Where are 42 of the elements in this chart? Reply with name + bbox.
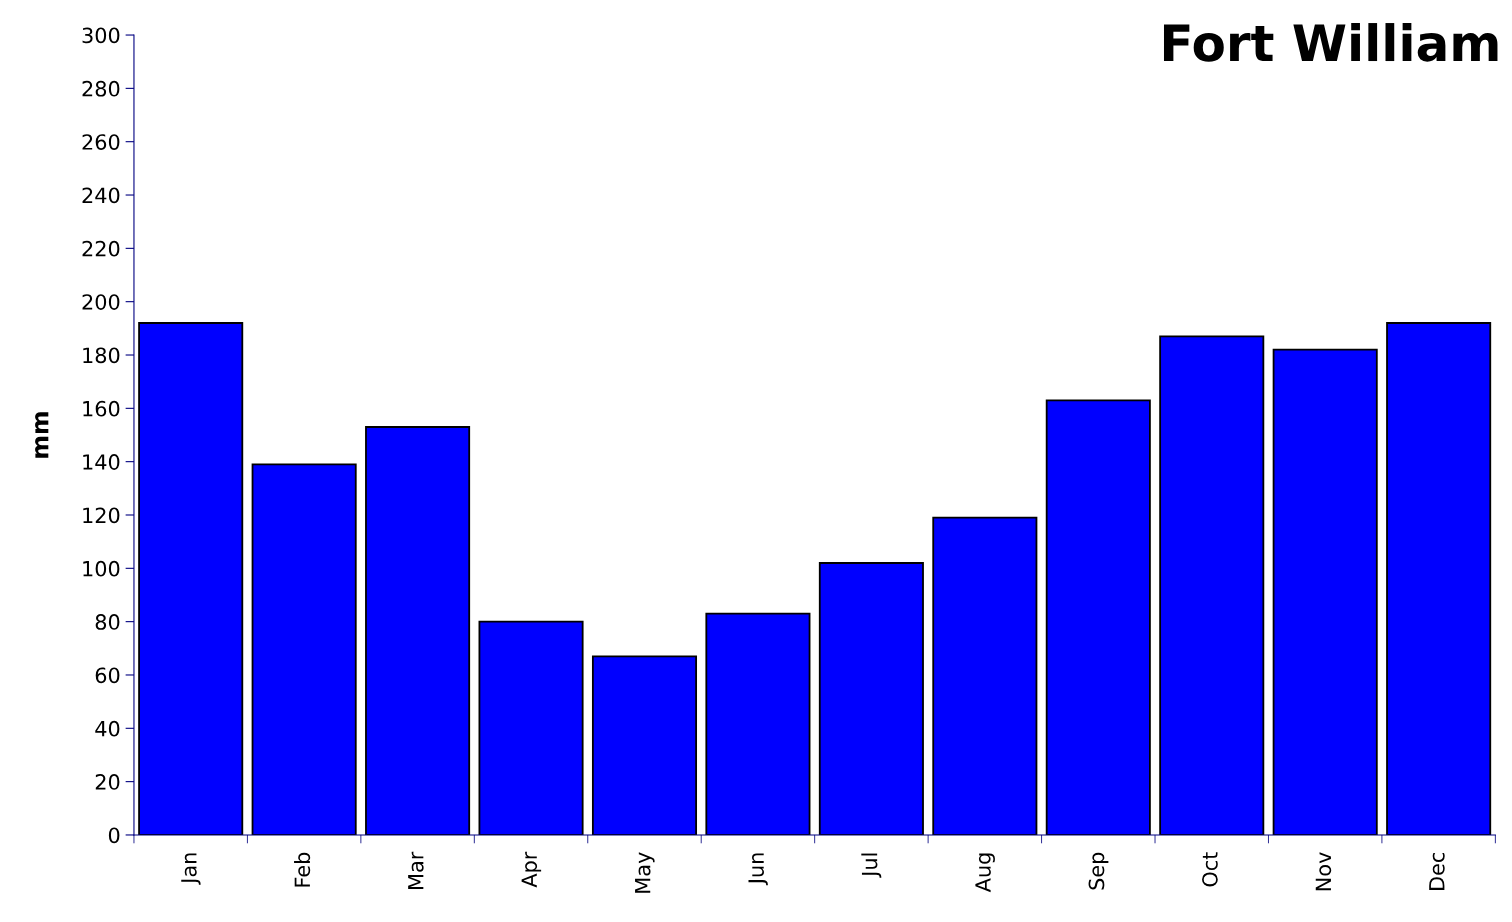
x-tick-label: Nov (1315, 852, 1332, 891)
y-tick-label: 240 (82, 187, 120, 204)
y-tick-label: 160 (83, 400, 120, 417)
y-tick-label: 40 (95, 720, 120, 737)
bar (818, 562, 924, 835)
y-tick-label: 100 (83, 560, 120, 577)
y-tick-label: 60 (95, 667, 120, 684)
y-tick-label: 140 (83, 454, 120, 470)
bar (365, 426, 471, 835)
x-tick-label: Feb (294, 852, 311, 887)
y-tick-label: 280 (82, 80, 120, 97)
x-tick-label: Aug (975, 853, 995, 893)
bar (1045, 399, 1151, 835)
x-tick-label: Oct (1202, 852, 1218, 887)
y-tick-label: 200 (82, 294, 120, 310)
bar (1272, 348, 1378, 835)
y-tick-label: 20 (95, 774, 120, 790)
y-tick-label: 260 (82, 134, 120, 150)
y-tick-label: 120 (83, 507, 120, 524)
x-tick-label: Jan (181, 853, 201, 885)
x-tick-label: Dec (1429, 852, 1445, 890)
y-tick-label: 220 (82, 240, 120, 257)
bar (591, 655, 698, 835)
bar (1159, 335, 1265, 835)
x-tick-label: May (635, 852, 655, 893)
bar (478, 620, 584, 835)
chart-title: Fort William (1163, 23, 1498, 62)
x-tick-label: Mar (408, 851, 424, 889)
x-tick-label: Jul (861, 853, 882, 878)
x-tick-label: Apr (521, 851, 542, 888)
bar (932, 516, 1038, 835)
bar (705, 612, 811, 835)
x-tick-label: Jun (748, 853, 768, 886)
y-tick-label: 0 (108, 827, 120, 844)
bar (251, 463, 357, 835)
y-axis-title: mm (35, 412, 49, 458)
bar (138, 322, 244, 835)
bar (1386, 322, 1492, 835)
y-tick-label: 80 (95, 614, 120, 630)
y-tick-label: 180 (83, 347, 120, 364)
y-tick-label: 300 (82, 27, 120, 44)
x-tick-label: Sep (1088, 852, 1109, 890)
